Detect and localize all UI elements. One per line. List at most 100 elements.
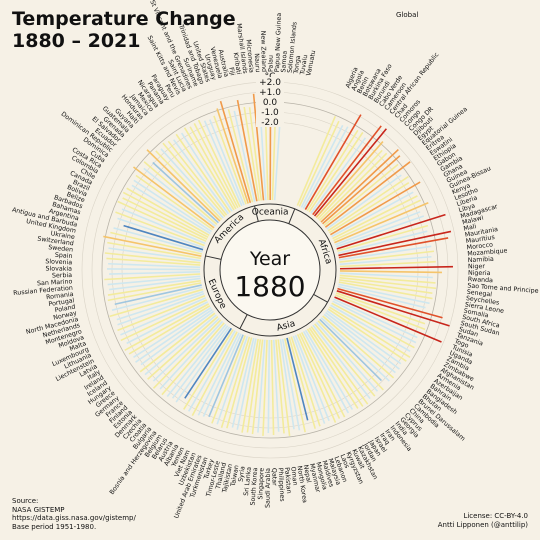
bar-Moldova xyxy=(117,292,205,326)
bar-Hungary xyxy=(140,310,215,366)
country-label: Namibia xyxy=(468,256,495,264)
country-label: Vanuatu xyxy=(305,50,317,77)
country-label: Niger xyxy=(468,263,485,270)
bar-Central African Republic xyxy=(312,125,382,216)
license-author: Antti Lipponen (@anttilip) xyxy=(437,520,528,529)
bar-Nepal xyxy=(281,338,301,431)
bar-France xyxy=(147,316,219,380)
bar-Bosnia and Herzegovina xyxy=(175,326,231,403)
bar-Costa Rica xyxy=(131,184,211,235)
country-label: Rwanda xyxy=(468,276,494,284)
bar-Malawi xyxy=(337,230,428,255)
bar-Nigeria xyxy=(339,270,442,274)
bar-Guyana xyxy=(155,150,223,221)
country-label: Senegal xyxy=(466,289,492,299)
country-label: Sri Lanka xyxy=(243,466,253,496)
license-block: License: CC-BY-4.0 Antti Lipponen (@antt… xyxy=(438,512,528,529)
bar-Mali xyxy=(338,230,452,257)
bar-Zimbabwe xyxy=(331,302,415,349)
bar-Chile xyxy=(122,191,209,238)
bar-Ireland xyxy=(133,307,212,358)
bar-Ecuador xyxy=(143,167,216,227)
bar-Iceland xyxy=(135,308,213,363)
bar-Mauritania xyxy=(338,237,449,259)
bar-Bulgaria xyxy=(171,325,229,399)
scale-label-bg xyxy=(256,87,284,97)
bar-Tajikistan xyxy=(236,338,257,430)
license-text: License: CC-BY-4.0 xyxy=(463,512,528,520)
country-label: Portugal xyxy=(48,297,75,308)
bar-Jordan xyxy=(302,330,350,414)
bar-Mozambique xyxy=(339,255,432,266)
continent-label-oceania: Oceania xyxy=(252,207,289,217)
bar-Austria xyxy=(188,330,236,412)
bar-Lithuania xyxy=(120,299,208,342)
bar-Grenada xyxy=(152,161,219,224)
bar-Kiribati xyxy=(243,106,260,201)
bar-Brazil xyxy=(117,200,207,243)
bar-Tunisia xyxy=(334,296,442,343)
title-line-1: Temperature Change xyxy=(12,8,236,30)
bar-Croatia xyxy=(166,323,227,398)
country-label: Nepal xyxy=(302,464,312,483)
bar-Niger xyxy=(339,265,453,270)
bar-Nicaragua xyxy=(175,133,231,213)
bar-Slovakia xyxy=(106,268,201,271)
bar-Namibia xyxy=(339,260,436,268)
bar-Armenia xyxy=(328,306,411,359)
bar-United Arab Emirates xyxy=(211,335,246,424)
bar-Lesotho xyxy=(334,211,421,246)
bar-Afghanistan xyxy=(330,304,411,352)
bar-Congo xyxy=(317,149,383,220)
source-block: Source: NASA GISTEMP https://data.giss.n… xyxy=(12,497,136,531)
scale-label: +1.0 xyxy=(259,88,281,98)
country-label: Singapore xyxy=(257,468,265,500)
title-line-2: 1880 – 2021 xyxy=(12,30,141,52)
bar-Burundi xyxy=(306,129,359,212)
country-label: South Korea xyxy=(249,467,259,506)
bar-Chad xyxy=(313,128,388,217)
bar-Liechtenstein xyxy=(126,301,209,345)
bar-Gambia xyxy=(330,181,421,236)
bar-Japan xyxy=(304,329,354,410)
bar-United Kingdom xyxy=(103,235,202,257)
scale-label-bg xyxy=(256,77,284,87)
bar-Sierra Leone xyxy=(338,281,433,300)
bar-Mauritius xyxy=(339,245,432,261)
bar-India xyxy=(314,323,376,397)
continent-separator xyxy=(205,255,222,260)
bar-Trinidad and Tobago xyxy=(213,115,247,205)
bar-Kenya xyxy=(334,202,429,244)
continent-separator xyxy=(254,205,259,222)
bar-Djibouti xyxy=(320,148,399,223)
continent-ring-inner xyxy=(219,219,321,321)
country-label: Ukraine xyxy=(50,230,75,241)
bar-China xyxy=(319,318,383,382)
bar-Venezuela xyxy=(227,109,254,203)
bar-Yemen xyxy=(197,332,240,416)
country-label: Saudi Arabia xyxy=(265,468,272,508)
bar-Senegal xyxy=(339,276,437,290)
bar-Norway xyxy=(114,284,202,306)
bar-Maldives xyxy=(288,337,316,429)
scale-label: -2.0 xyxy=(261,118,279,128)
center-year: 1880 xyxy=(234,270,305,303)
bar-Belgium xyxy=(184,327,232,399)
country-label: Papua New Guinea xyxy=(274,13,283,73)
bar-Guinea-Bissau xyxy=(333,199,421,242)
bar-Poland xyxy=(107,282,202,302)
continent-label-asia: Asia xyxy=(276,319,297,334)
bar-Eritrea xyxy=(324,161,411,228)
bar-Kuwait xyxy=(298,333,341,419)
bar-Portugal xyxy=(107,279,201,296)
country-label: Sweden xyxy=(48,244,73,254)
bar-Denmark xyxy=(159,320,224,390)
bar-Czechia xyxy=(161,322,225,396)
bar-Cambodia xyxy=(320,317,390,382)
bar-Dominican Republic xyxy=(133,166,215,229)
bar-Libya xyxy=(336,213,446,250)
bar-Saudi Arabia xyxy=(267,339,271,433)
country-label: Pakistan xyxy=(283,467,292,494)
bar-Cabo Verde xyxy=(308,131,364,213)
